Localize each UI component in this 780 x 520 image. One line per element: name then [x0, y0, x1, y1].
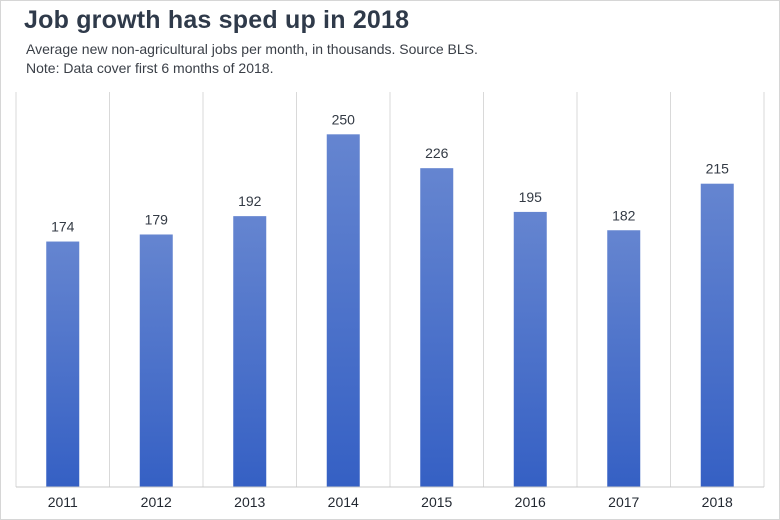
- value-label-2011: 174: [51, 219, 75, 235]
- value-labels: 174 179 192 250 226 195 182 215: [51, 111, 729, 234]
- value-label-2013: 192: [238, 193, 262, 209]
- bar-2014: [326, 134, 360, 488]
- value-label-2016: 195: [519, 189, 543, 205]
- x-tick-label: 2013: [234, 494, 265, 510]
- x-tick-label: 2016: [515, 494, 546, 510]
- value-label-2014: 250: [332, 111, 356, 127]
- bar-2018: [700, 183, 734, 488]
- bar-2015: [420, 168, 454, 487]
- chart-subtitle: Average new non-agricultural jobs per mo…: [26, 41, 478, 57]
- x-tick-label: 2015: [421, 494, 452, 510]
- x-tick-label: 2018: [702, 494, 733, 510]
- bar-2016: [513, 211, 547, 488]
- bar-2011: [46, 241, 80, 487]
- value-label-2012: 179: [145, 211, 169, 227]
- bars: [46, 134, 734, 488]
- x-tick-label: 2011: [48, 494, 78, 510]
- bar-2012: [139, 234, 173, 487]
- chart-title: Job growth has sped up in 2018: [24, 6, 410, 34]
- value-label-2017: 182: [612, 207, 636, 223]
- chart-note: Note: Data cover first 6 months of 2018.: [26, 60, 274, 76]
- gridlines: [15, 92, 765, 487]
- bar-2017: [607, 230, 641, 487]
- bar-2013: [233, 216, 267, 487]
- x-tick-label: 2012: [141, 494, 172, 510]
- x-tick-label: 2017: [608, 494, 639, 510]
- value-label-2018: 215: [706, 161, 730, 177]
- x-tick-label: 2014: [328, 494, 359, 510]
- value-label-2015: 226: [425, 145, 449, 161]
- x-axis-ticks: 2011 2012 2013 2014 2015 2016 2017 2018: [48, 494, 733, 510]
